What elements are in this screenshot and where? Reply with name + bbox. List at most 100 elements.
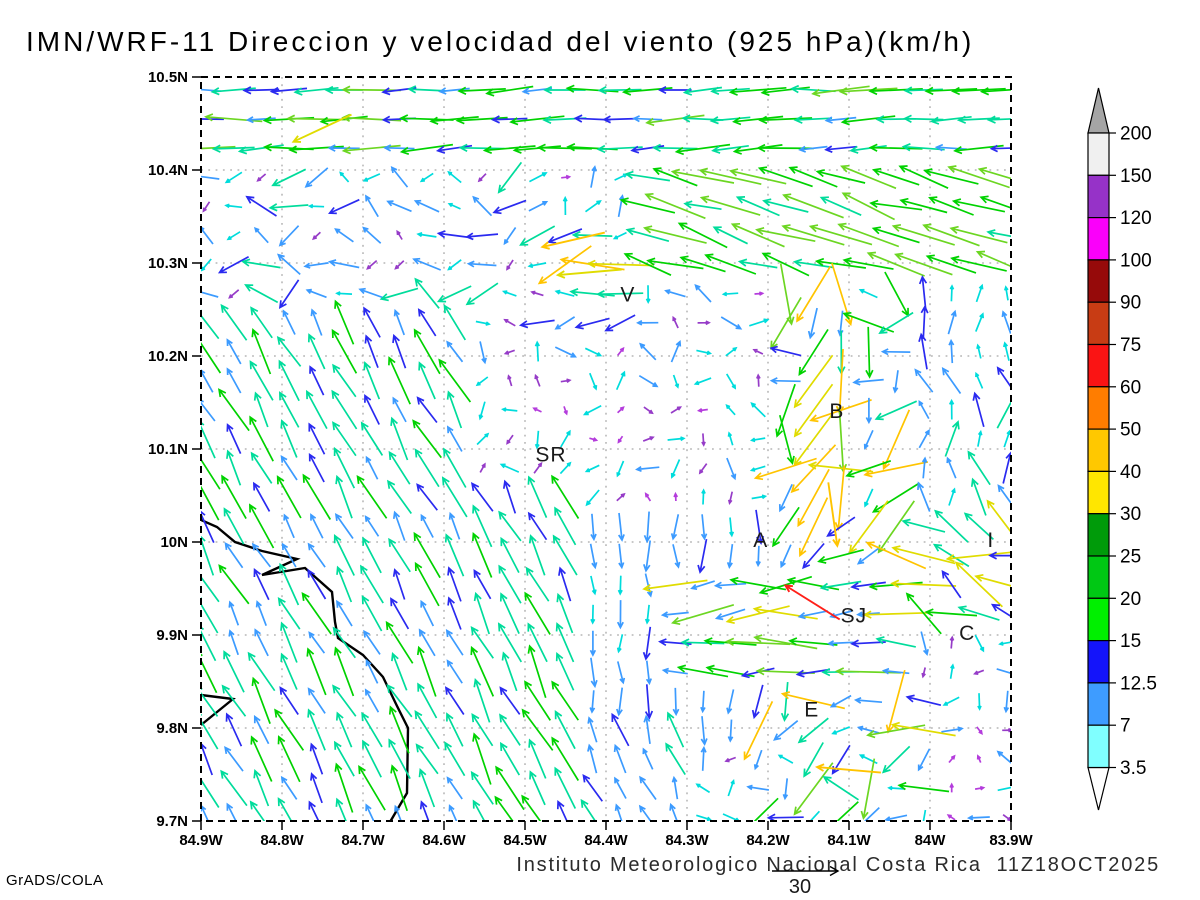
wind-arrow: [589, 437, 599, 442]
wind-arrow: [948, 754, 956, 764]
x-axis-tick-label: 84.7W: [341, 832, 385, 849]
wind-arrow: [924, 86, 978, 96]
wind-arrow: [735, 196, 780, 217]
wind-arrow: [730, 222, 785, 248]
wind-arrow: [772, 506, 800, 548]
wind-arrow: [587, 743, 598, 774]
wind-arrow: [841, 192, 895, 221]
wind-arrow: [642, 626, 652, 661]
wind-arrow: [700, 745, 707, 771]
wind-arrow: [527, 511, 548, 541]
wind-arrow: [417, 308, 437, 337]
wind-arrow: [247, 651, 276, 692]
wind-arrow: [782, 193, 844, 219]
wind-arrow: [878, 311, 914, 334]
wind-arrow: [503, 227, 517, 246]
wind-arrow: [894, 252, 953, 276]
wind-arrow: [415, 743, 439, 775]
wind-arrow: [795, 668, 831, 678]
wind-arrow: [975, 371, 984, 389]
wind-arrow: [642, 436, 655, 442]
wind-arrow: [974, 573, 1011, 587]
wind-arrow: [713, 581, 747, 590]
wind-arrow: [727, 431, 734, 446]
wind-arrow: [490, 115, 528, 124]
colorbar-label: 120: [1120, 208, 1152, 229]
wind-arrow: [332, 363, 357, 398]
wind-arrow: [392, 568, 406, 600]
wind-arrow: [619, 197, 676, 214]
wind-arrow: [701, 488, 706, 505]
wind-arrow: [928, 196, 974, 216]
wind-arrow: [699, 195, 761, 216]
wind-arrow: [280, 621, 298, 663]
wind-arrow: [268, 203, 309, 212]
wind-arrow: [850, 581, 886, 591]
wind-arrow: [884, 814, 908, 821]
wind-arrow-strong: [814, 763, 881, 774]
wind-arrow: [362, 536, 382, 574]
x-axis-tick-label: 83.9W: [989, 832, 1033, 849]
wind-arrow: [725, 637, 791, 646]
wind-arrow: [201, 369, 214, 393]
wind-arrow: [499, 713, 521, 746]
wind-arrow: [220, 769, 248, 807]
colorbar-label: 40: [1120, 462, 1141, 483]
wind-arrow: [853, 697, 883, 704]
wind-arrow: [250, 306, 273, 339]
wind-arrow: [226, 231, 241, 241]
wind-arrow: [499, 741, 521, 776]
colorbar-segment: [1087, 174, 1110, 219]
wind-arrow: [644, 492, 652, 502]
wind-arrow: [837, 222, 900, 248]
wind-arrow: [616, 661, 626, 685]
wind-arrow: [946, 456, 957, 479]
colorbar-label: 100: [1120, 250, 1152, 271]
wind-arrow: [446, 425, 463, 452]
wind-arrow: [574, 317, 610, 330]
y-axis-tick-label: 10N: [160, 534, 188, 551]
wind-arrow: [420, 599, 435, 627]
wind-arrow: [852, 378, 884, 386]
wind-arrow: [905, 694, 942, 707]
wind-arrow: [333, 646, 355, 697]
colorbar-segment: [1087, 132, 1110, 176]
wind-arrow: [976, 726, 983, 735]
wind-arrow: [875, 636, 916, 648]
wind-arrow: [589, 690, 596, 714]
wind-arrow: [728, 517, 735, 538]
wind-arrow: [869, 199, 923, 211]
wind-arrow: [819, 196, 862, 216]
wind-arrow: [364, 688, 380, 713]
wind-arrow: [753, 797, 779, 821]
wind-arrow: [529, 770, 546, 806]
wind-arrow: [521, 794, 542, 821]
wind-arrow: [711, 144, 749, 154]
wind-arrow: [407, 85, 446, 94]
wind-arrow: [471, 531, 493, 578]
wind-arrow: [551, 736, 580, 781]
wind-arrow: [386, 683, 413, 718]
wind-arrow: [429, 116, 479, 125]
wind-arrow: [920, 631, 929, 657]
wind-arrow: [672, 687, 680, 717]
wind-arrow: [827, 640, 854, 647]
wind-arrow: [947, 165, 1010, 189]
wind-arrow: [393, 308, 405, 336]
wind-arrow: [809, 398, 872, 423]
wind-arrow: [364, 394, 380, 425]
wind-arrow: [441, 476, 468, 518]
reference-vector-label: 30: [788, 876, 812, 898]
colorbar-label: 30: [1120, 504, 1141, 525]
wind-arrow: [327, 259, 360, 269]
wind-arrow: [845, 459, 892, 478]
wind-arrow: [362, 226, 382, 244]
wind-arrow: [881, 745, 911, 774]
wind-arrow: [835, 667, 901, 676]
wind-arrow: [1002, 814, 1011, 821]
wind-arrow: [941, 366, 962, 394]
wind-arrow: [728, 168, 787, 185]
wind-arrow: [335, 474, 353, 519]
wind-arrow: [585, 200, 602, 213]
wind-arrow: [554, 766, 577, 809]
